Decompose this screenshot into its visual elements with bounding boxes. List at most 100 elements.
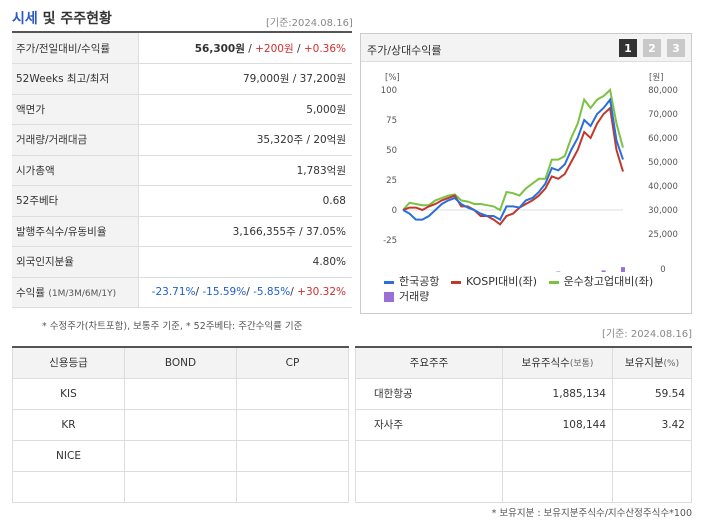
cp-cell (236, 377, 349, 410)
right-tick-label: 50,000 (648, 158, 678, 168)
period-button-1[interactable]: 1 (619, 39, 637, 57)
cp-cell (236, 408, 349, 441)
right-tick-label: 25,000 (648, 230, 678, 240)
volume-bar (556, 271, 561, 288)
holder-pct (612, 439, 692, 472)
col-header: 보유지분(%) (612, 346, 692, 379)
legend-swatch (384, 292, 394, 302)
chart-panel: 주가/상대수익률 1 2 3 [%] [원] 100 75 50 25 0 -25 80,000… (360, 33, 692, 314)
price-change: +200원 (255, 42, 294, 55)
table-header-row: 신용등급 BOND CP (12, 346, 349, 379)
holder-pct (612, 470, 692, 503)
holder-shares (502, 470, 613, 503)
right-tick-label: 0 (660, 265, 665, 272)
holder-shares: 1,885,134 (502, 377, 613, 410)
price-info-table: 주가/전일대비/수익률 56,300원 / +200원 / +0.36% 52W… (12, 33, 352, 308)
row-value: 0.68 (138, 185, 352, 217)
right-tick-label: 70,000 (648, 110, 678, 120)
table-row: 자사주 108,144 3.42 (355, 408, 692, 441)
col-header: 신용등급 (12, 346, 125, 379)
page-title: 시세 및 주주현황 (12, 8, 112, 28)
row-label: 52Weeks 최고/최저 (12, 63, 139, 95)
bond-cell (124, 377, 237, 410)
table-header-row: 주요주주 보유주식수(보통) 보유지분(%) (355, 346, 692, 379)
row-value: 3,166,355주 / 37.05% (138, 216, 352, 247)
table-row: NICE (12, 439, 349, 472)
row-value: 35,320주 / 20억원 (138, 124, 352, 156)
bond-cell (124, 470, 237, 503)
table-row: 수익률 (1M/3M/6M/1Y) -23.71%/ -15.59%/ -5.8… (12, 277, 352, 308)
row-label: 52주베타 (12, 185, 139, 217)
return-6m: -5.85% (253, 286, 291, 299)
col-header: 주요주주 (355, 346, 503, 379)
legend-label: 한국공항 (399, 275, 440, 288)
returns-value: -23.71%/ -15.59%/ -5.85%/ +30.32% (138, 277, 352, 308)
col-header-text: 보유주식수 (521, 357, 570, 370)
col-header-sub: (보통) (569, 359, 594, 370)
title-rest: 및 주주현황 (37, 11, 112, 27)
sep: / (290, 286, 298, 299)
row-label: 발행주식수/유동비율 (12, 216, 139, 247)
return-period-label: (1M/3M/6M/1Y) (48, 288, 117, 299)
agency-cell: NICE (12, 439, 125, 472)
title-prefix: 시세 (12, 11, 38, 27)
table-row: 52Weeks 최고/최저 79,000원 / 37,200원 (12, 63, 352, 95)
col-header: 보유주식수(보통) (502, 346, 613, 379)
table-row: 시가총액 1,783억원 (12, 155, 352, 186)
right-tick-label: 30,000 (648, 206, 678, 216)
table-row: 52주베타 0.68 (12, 185, 352, 217)
footnote-2: * 보유지분 : 보유지분주식수/지수산정주식수*100 (491, 508, 692, 519)
sep: / (293, 42, 304, 55)
price-change-pct: +0.36% (303, 42, 346, 55)
agency-cell: KR (12, 408, 125, 441)
row-value: 1,783억원 (138, 155, 352, 186)
holder-shares (502, 439, 613, 472)
left-axis-unit: [%] (385, 73, 400, 83)
holder-name: 자사주 (355, 408, 503, 441)
sep: / (246, 286, 254, 299)
legend-swatch (548, 280, 559, 284)
row-label: 시가총액 (12, 155, 139, 186)
cp-cell (236, 470, 349, 503)
row-label: 수익률 (1M/3M/6M/1Y) (12, 277, 139, 308)
legend-label: 운수창고업대비(좌) (563, 275, 654, 288)
left-tick-label: 50 (386, 146, 397, 156)
base-date-2: [기준: 2024.08.16] (601, 329, 692, 340)
row-value: 5,000원 (138, 94, 352, 125)
legend-item: KOSPI대비(좌) (450, 274, 537, 289)
table-row: 대한항공 1,885,134 59.54 (355, 377, 692, 410)
series-line (402, 97, 624, 221)
table-row: 거래량/거래대금 35,320주 / 20억원 (12, 124, 352, 156)
table-row (355, 439, 692, 472)
row-value: 4.80% (138, 246, 352, 278)
table-row: 외국인지분율 4.80% (12, 246, 352, 278)
series-line (402, 88, 624, 212)
table-row: 발행주식수/유동비율 3,166,355주 / 37.05% (12, 216, 352, 247)
legend-swatch (450, 280, 461, 284)
right-tick-label: 40,000 (648, 182, 678, 192)
holder-name: 대한항공 (355, 377, 503, 410)
legend-swatch (384, 280, 394, 284)
row-label: 외국인지분율 (12, 246, 139, 278)
volume-bar (601, 270, 606, 288)
chart-header: 주가/상대수익률 1 2 3 (361, 34, 691, 62)
cp-cell (236, 439, 349, 472)
period-button-2[interactable]: 2 (643, 39, 661, 57)
right-tick-label: 80,000 (648, 86, 678, 96)
col-header-sub: (%) (663, 359, 680, 370)
row-label: 주가/전일대비/수익률 (12, 33, 139, 64)
bond-cell (124, 408, 237, 441)
col-header: BOND (124, 346, 237, 379)
table-row: KR (12, 408, 349, 441)
row-label: 거래량/거래대금 (12, 124, 139, 156)
row-label: 액면가 (12, 94, 139, 125)
base-date: [기준:2024.08.16] (266, 18, 353, 29)
left-tick-label: 75 (386, 116, 397, 126)
divider (12, 31, 352, 33)
return-label: 수익률 (16, 286, 45, 299)
chart-title: 주가/상대수익률 (367, 44, 442, 57)
period-button-3[interactable]: 3 (667, 39, 685, 57)
left-tick-label: 100 (381, 86, 397, 96)
legend-item: 운수창고업대비(좌) (548, 274, 654, 289)
agency-cell: KIS (12, 377, 125, 410)
